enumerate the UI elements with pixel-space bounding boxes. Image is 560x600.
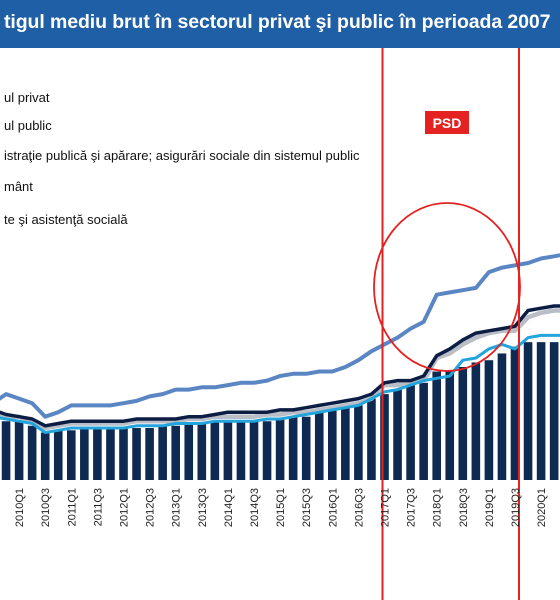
bar-2016Q4 bbox=[367, 398, 376, 480]
chart-title-bar: tigul mediu brut în sectorul privat şi p… bbox=[0, 0, 560, 48]
bar-2009Q4 bbox=[1, 421, 11, 480]
bar-2019Q4 bbox=[523, 342, 533, 480]
tick-label-2019Q3: 2019Q3 bbox=[510, 488, 522, 527]
bar-2012Q3 bbox=[145, 428, 154, 480]
tick-label-2020Q1: 2020Q1 bbox=[536, 488, 548, 527]
tick-label-2010Q1: 2010Q1 bbox=[14, 488, 26, 527]
bar-2016Q2 bbox=[341, 407, 350, 480]
bar-2010Q4 bbox=[53, 430, 63, 480]
annotation-psd-box bbox=[425, 111, 469, 134]
bar-2020Q2 bbox=[549, 342, 559, 480]
tick-label-2014Q1: 2014Q1 bbox=[223, 488, 235, 527]
bar-2018Q2 bbox=[445, 371, 455, 480]
bar-2013Q2 bbox=[184, 423, 194, 480]
bar-2018Q3 bbox=[458, 367, 468, 480]
bar-2012Q4 bbox=[158, 425, 167, 480]
bar-2015Q2 bbox=[288, 416, 298, 480]
bar-2010Q3 bbox=[40, 432, 50, 480]
line-education bbox=[0, 333, 560, 434]
tick-label-2011Q3: 2011Q3 bbox=[92, 488, 104, 526]
bar-2014Q3 bbox=[249, 421, 259, 480]
bar-2020Q1 bbox=[536, 342, 546, 480]
tick-label-2010Q3: 2010Q3 bbox=[40, 488, 52, 527]
bar-2014Q1 bbox=[223, 421, 233, 480]
bar-2015Q4 bbox=[314, 409, 324, 480]
tick-label-2017Q1: 2017Q1 bbox=[380, 488, 392, 527]
bar-2018Q1 bbox=[432, 371, 441, 480]
bar-2016Q1 bbox=[328, 407, 337, 480]
bar-2019Q3 bbox=[510, 346, 520, 480]
legend-entry-4: mânt bbox=[4, 179, 33, 194]
bar-2010Q1 bbox=[14, 421, 24, 480]
bar-2014Q4 bbox=[262, 421, 272, 480]
line-public bbox=[0, 253, 560, 419]
bar-2019Q2 bbox=[497, 353, 507, 480]
bar-2017Q4 bbox=[419, 382, 428, 480]
tick-label-2019Q1: 2019Q1 bbox=[484, 488, 496, 527]
tick-label-2015Q1: 2015Q1 bbox=[275, 488, 287, 527]
legend-entry-5: te şi asistenţă socială bbox=[4, 212, 128, 227]
legend-entry-3: istraţie publică şi apărare; asigurări s… bbox=[4, 148, 360, 163]
bar-2019Q1 bbox=[484, 360, 494, 480]
tick-label-2012Q3: 2012Q3 bbox=[145, 488, 157, 527]
bar-2017Q1 bbox=[380, 394, 389, 480]
tick-label-2015Q3: 2015Q3 bbox=[301, 488, 313, 527]
x-axis-ticks: 2010Q1 2010Q3 2011Q1 2011Q3 2012Q1 2012Q3 2013… bbox=[14, 488, 548, 527]
bar-2011Q1 bbox=[67, 430, 76, 480]
bar-2011Q4 bbox=[106, 428, 115, 480]
bar-2014Q2 bbox=[236, 421, 246, 480]
tick-label-2011Q1: 2011Q1 bbox=[66, 488, 78, 526]
bar-2010Q2 bbox=[27, 425, 37, 480]
annotation-ellipse bbox=[373, 202, 521, 372]
tick-label-2013Q3: 2013Q3 bbox=[197, 488, 209, 527]
bar-2015Q1 bbox=[275, 418, 285, 480]
tick-label-2018Q1: 2018Q1 bbox=[432, 488, 444, 527]
bar-2012Q2 bbox=[132, 428, 141, 480]
annotation-layer: PSD bbox=[373, 48, 521, 600]
bar-2017Q2 bbox=[393, 389, 402, 480]
bar-2015Q3 bbox=[301, 416, 311, 480]
chart-plot: ul privat ul public istraţie publică şi ap… bbox=[0, 48, 560, 600]
line-series-group bbox=[0, 253, 560, 434]
line-private bbox=[0, 304, 560, 428]
tick-label-2012Q1: 2012Q1 bbox=[119, 488, 131, 527]
bar-2018Q4 bbox=[471, 362, 481, 480]
annotation-psd-label: PSD bbox=[433, 115, 462, 131]
tick-label-2016Q3: 2016Q3 bbox=[353, 488, 365, 527]
bar-2013Q4 bbox=[210, 421, 220, 480]
legend-entry-2: ul public bbox=[4, 118, 52, 133]
tick-label-2018Q3: 2018Q3 bbox=[458, 488, 470, 527]
bar-2017Q3 bbox=[406, 385, 415, 480]
tick-label-2013Q1: 2013Q1 bbox=[171, 488, 183, 527]
tick-label-2016Q1: 2016Q1 bbox=[327, 488, 339, 527]
bar-2012Q1 bbox=[119, 428, 128, 480]
bar-2011Q2 bbox=[80, 428, 89, 480]
chart-title: tigul mediu brut în sectorul privat şi p… bbox=[4, 11, 551, 33]
legend-entry-1: ul privat bbox=[4, 90, 50, 105]
legend: ul privat ul public istraţie publică şi ap… bbox=[4, 90, 360, 227]
bar-series bbox=[1, 342, 559, 480]
tick-label-2017Q3: 2017Q3 bbox=[406, 488, 418, 527]
bar-2013Q3 bbox=[197, 423, 207, 480]
line-admin bbox=[0, 308, 560, 431]
bar-2011Q3 bbox=[93, 428, 102, 480]
bar-2013Q1 bbox=[171, 425, 180, 480]
tick-label-2014Q3: 2014Q3 bbox=[249, 488, 261, 527]
bar-2016Q3 bbox=[354, 405, 363, 480]
